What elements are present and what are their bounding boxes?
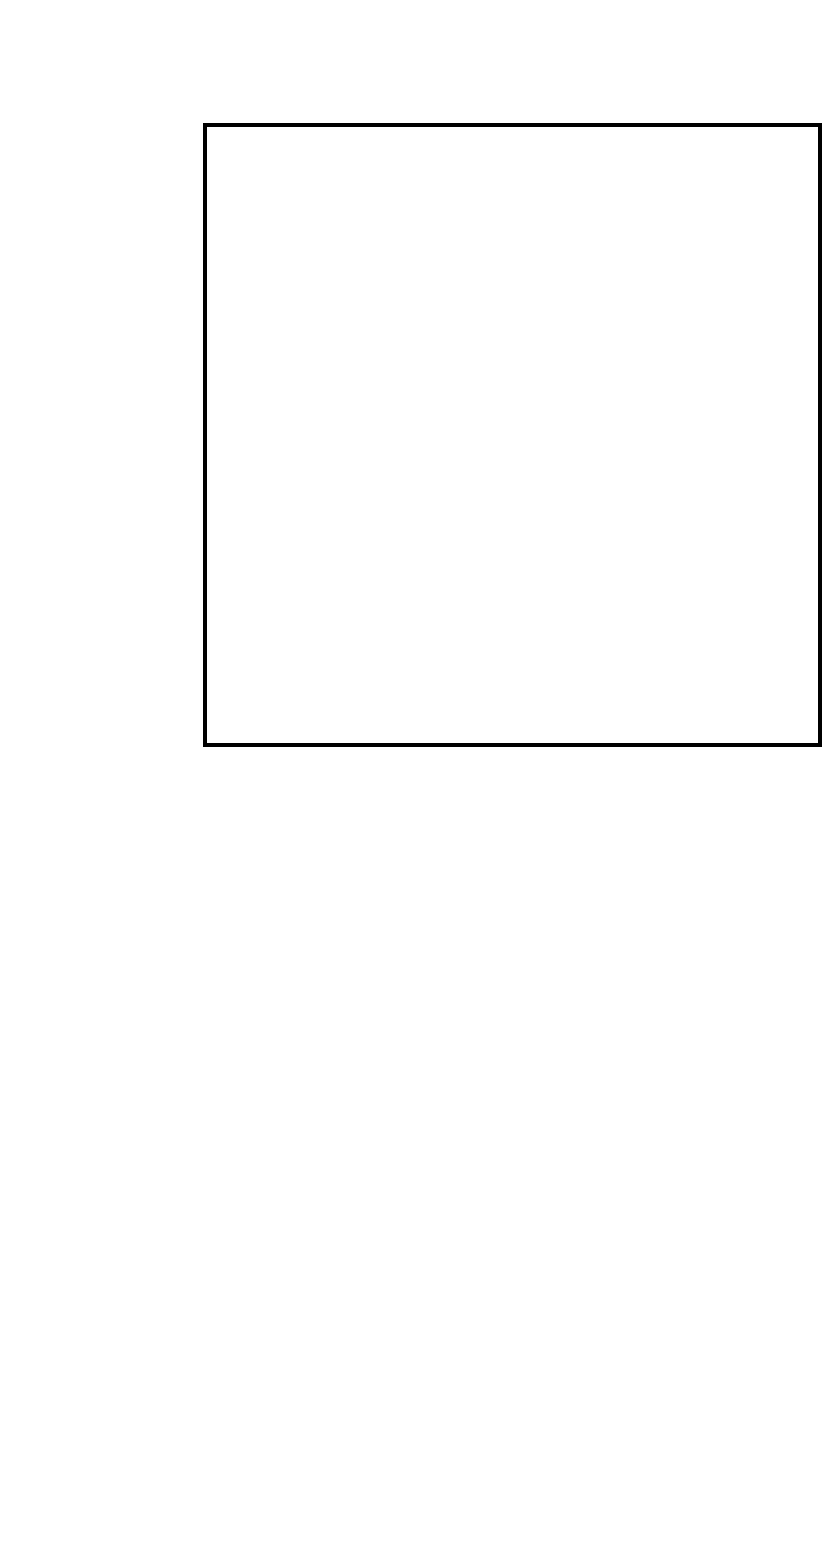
- top-panel-frame: [203, 123, 822, 747]
